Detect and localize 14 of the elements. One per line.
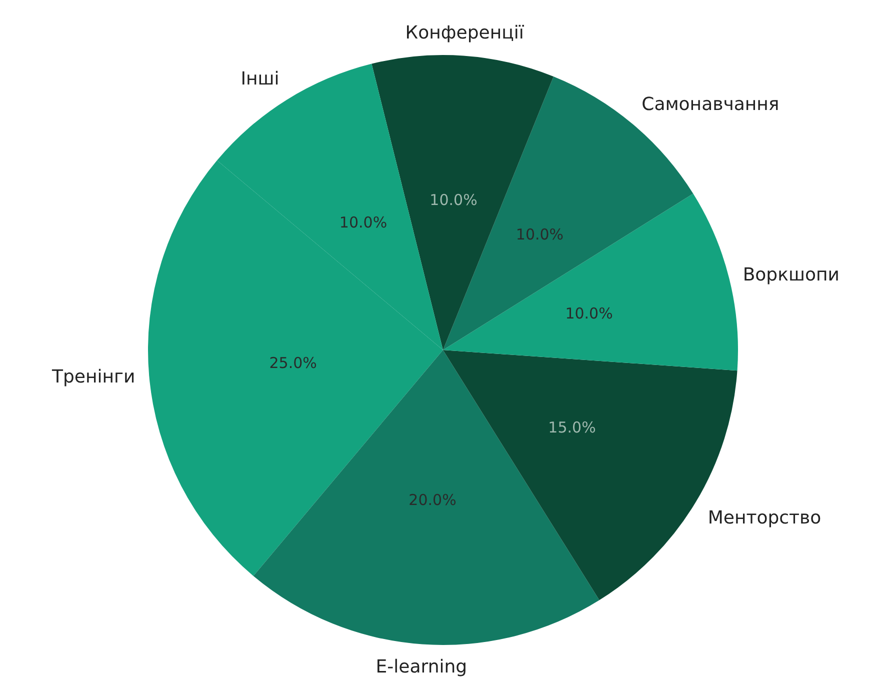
slice-label: Самонавчання: [642, 94, 780, 115]
slice-label: Менторство: [708, 508, 822, 529]
slice-label: Інші: [240, 68, 280, 90]
slice-label: Воркшопи: [742, 264, 840, 286]
data-label: 20.0%: [408, 491, 456, 510]
data-label: 10.0%: [516, 226, 564, 244]
slice-label: E-learning: [376, 656, 468, 678]
data-label: 10.0%: [339, 213, 388, 232]
data-label: 15.0%: [548, 418, 596, 437]
slice-label: Тренінги: [50, 366, 136, 388]
data-label: 10.0%: [430, 190, 478, 209]
data-label: 10.0%: [565, 304, 613, 323]
data-label: 25.0%: [269, 354, 317, 372]
slice-label: Конференції: [405, 22, 525, 44]
